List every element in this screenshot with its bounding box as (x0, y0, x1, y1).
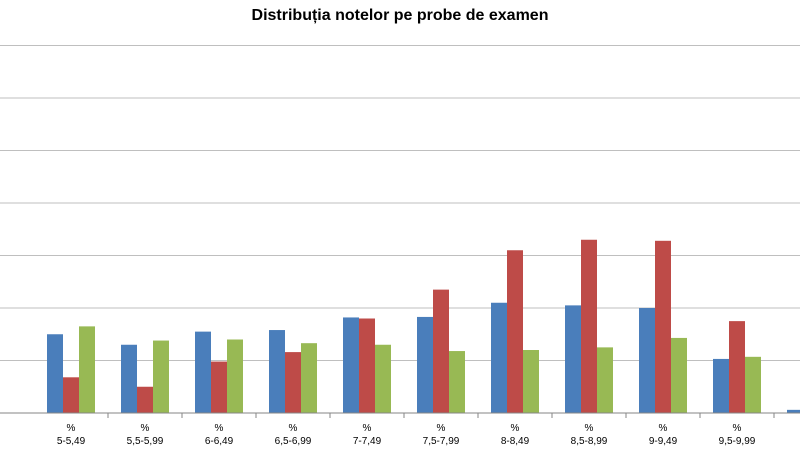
chart-title: Distribuția notelor pe probe de examen (251, 7, 549, 24)
x-tick-label: 5,5-5,99 (127, 436, 164, 447)
bar (417, 316, 433, 413)
bar (597, 347, 613, 413)
bar (343, 317, 359, 413)
bar (507, 250, 523, 413)
bar (47, 334, 63, 413)
x-tick-unit-label: % (733, 423, 742, 434)
bar (787, 409, 800, 413)
bar (63, 377, 79, 413)
x-tick-unit-label: % (141, 423, 150, 434)
x-tick-unit-label: % (363, 423, 372, 434)
bar (449, 351, 465, 413)
x-tick-label: 9,5-9,99 (719, 436, 756, 447)
x-tick-unit-label: % (437, 423, 446, 434)
bar (227, 339, 243, 413)
bar (211, 361, 227, 413)
bar (713, 358, 729, 413)
bar (269, 330, 285, 413)
bar (655, 240, 671, 413)
bar (581, 239, 597, 413)
x-tick-unit-label: % (215, 423, 224, 434)
bar (523, 350, 539, 413)
x-tick-label: 6,5-6,99 (275, 436, 312, 447)
x-tick-label: 5-5,49 (57, 436, 86, 447)
bar (671, 337, 687, 413)
bar (153, 340, 169, 413)
bar (565, 305, 581, 413)
bar (195, 331, 211, 413)
bar (491, 302, 507, 413)
x-tick-label: 7,5-7,99 (423, 436, 460, 447)
bar (285, 352, 301, 413)
bar (375, 344, 391, 413)
x-tick-label: 7-7,49 (353, 436, 382, 447)
x-tick-unit-label: % (67, 423, 76, 434)
x-tick-unit-label: % (659, 423, 668, 434)
bar (137, 386, 153, 413)
bar (729, 321, 745, 413)
x-tick-label: 6-6,49 (205, 436, 234, 447)
bar (639, 308, 655, 413)
bar (433, 289, 449, 413)
bar (121, 344, 137, 413)
bar (301, 343, 317, 413)
bar (745, 356, 761, 413)
x-tick-label: 8,5-8,99 (571, 436, 608, 447)
bar (359, 318, 375, 413)
x-tick-label: 9-9,49 (649, 436, 678, 447)
x-tick-label: 8-8,49 (501, 436, 530, 447)
x-tick-unit-label: % (511, 423, 520, 434)
bar (79, 326, 95, 413)
x-tick-unit-label: % (585, 423, 594, 434)
x-tick-unit-label: % (289, 423, 298, 434)
